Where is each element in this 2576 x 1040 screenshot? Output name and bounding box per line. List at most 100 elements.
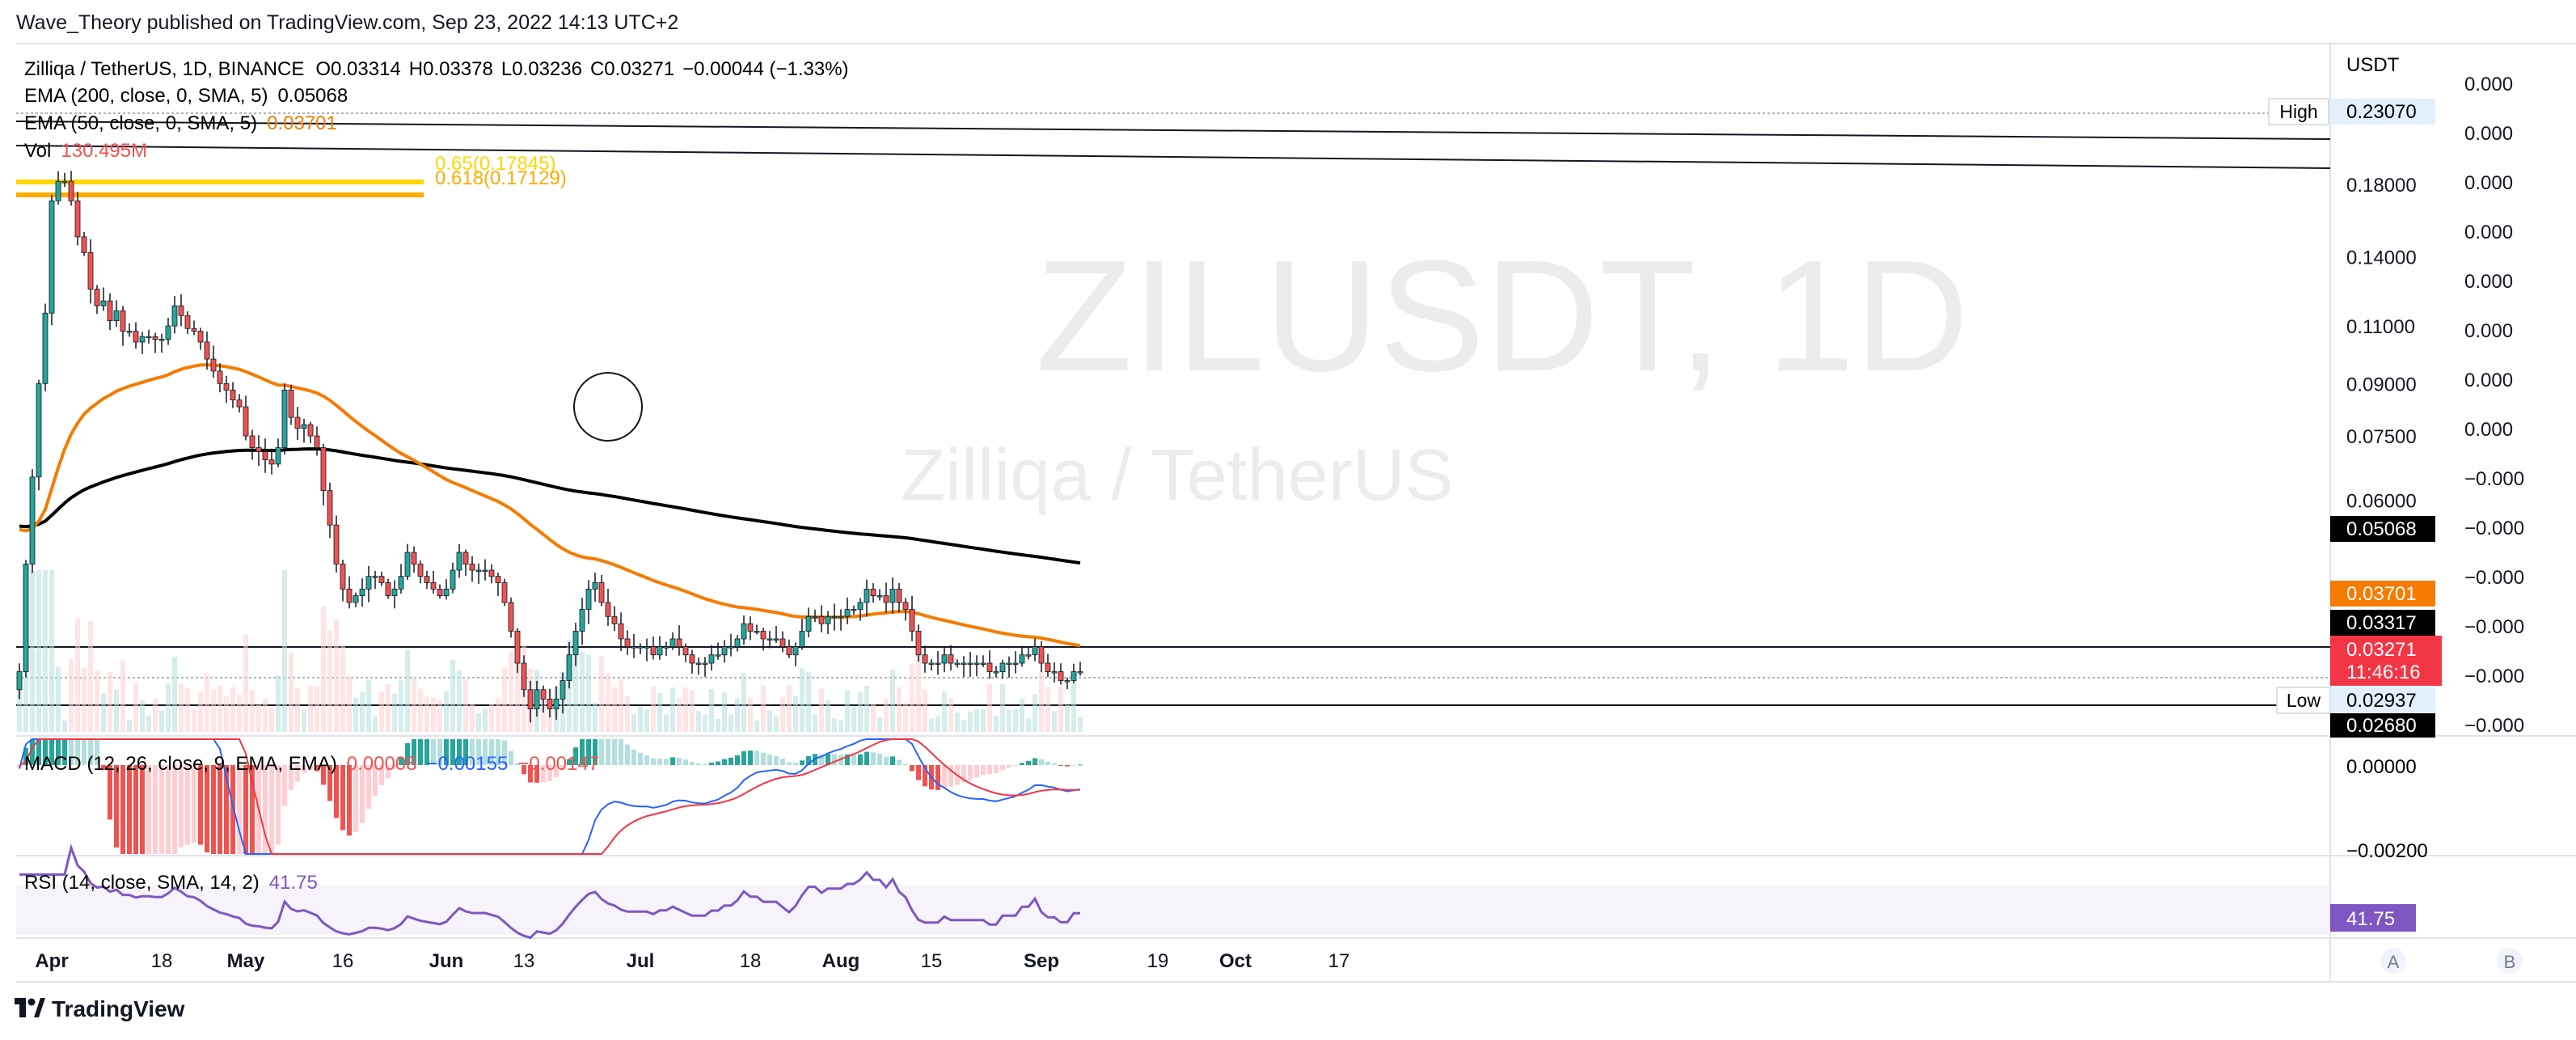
volume-bar — [929, 718, 934, 732]
volume-bar — [935, 716, 940, 732]
log-scale-button-label[interactable]: B — [2504, 952, 2516, 972]
candle-body — [482, 569, 488, 572]
candle-body — [889, 589, 896, 603]
macd-histogram-bar — [295, 765, 300, 782]
volume-bar — [741, 672, 746, 732]
macd-histogram-bar — [748, 750, 753, 765]
rsi-value-tag — [2330, 904, 2416, 932]
low-line-price-value: 0.02680 — [2346, 715, 2417, 737]
macd-histogram-bar — [418, 739, 423, 765]
volume-bar — [1078, 717, 1083, 732]
candle-body — [495, 576, 501, 583]
candle-body — [469, 564, 475, 571]
secondary-axis-label: −0.000 — [2464, 715, 2524, 737]
macd-histogram-bar — [522, 765, 526, 775]
macd-histogram-bar — [62, 739, 67, 765]
candle-body — [754, 631, 760, 633]
volume-bar — [735, 699, 740, 732]
macd-histogram-bar — [146, 765, 151, 854]
macd-histogram-bar — [75, 739, 80, 765]
ema50-line-group — [19, 363, 1081, 648]
candle-body — [980, 662, 986, 665]
volume-bar — [69, 658, 74, 732]
macd-histogram-bar — [981, 765, 986, 776]
log-scale-button[interactable] — [2497, 948, 2523, 974]
volume-bar — [179, 684, 184, 732]
candle-body — [113, 310, 120, 322]
candle-body — [301, 424, 307, 429]
candle-body — [618, 623, 624, 640]
fib-level-065[interactable] — [16, 180, 424, 184]
macd-histogram-bar — [185, 765, 190, 845]
rsi-legend[interactable]: RSI (14, close, SMA, 14, 2) 41.75 — [24, 872, 318, 894]
macd-histogram-bar — [1065, 765, 1070, 767]
cross-highlight-circle[interactable] — [573, 372, 643, 442]
secondary-axis-label: 0.000 — [2464, 320, 2513, 342]
candle-body — [915, 631, 922, 656]
volume-bar — [282, 570, 287, 732]
ema200-legend[interactable]: EMA (200, close, 0, SMA, 5) 0.05068 — [24, 85, 348, 107]
macd-histogram-bar — [399, 758, 403, 765]
volume-bar — [82, 668, 87, 732]
volume-bar — [832, 718, 837, 732]
time-axis[interactable]: Apr 18 May 16 Jun 13 Jul 18 Aug 15 Sep 19 Oct 17 — [35, 950, 1349, 972]
candle-body — [993, 671, 999, 674]
rsi-value-tag-text: 41.75 — [2346, 908, 2395, 930]
volume-bar — [612, 687, 617, 732]
ema50-legend[interactable]: EMA (50, close, 0, SMA, 5) 0.03701 — [24, 112, 337, 134]
macd-histogram-bar — [1052, 763, 1057, 765]
trendline-lower[interactable] — [15, 145, 2331, 169]
macd-histogram-bar — [910, 765, 914, 772]
candle-body — [508, 602, 514, 632]
macd-legend[interactable]: MACD (12, 26, close, 9, EMA, EMA) 0.00008… — [24, 753, 599, 775]
candlesticks[interactable] — [16, 171, 1083, 723]
macd-histogram-bar — [884, 756, 889, 765]
volume-bar — [489, 704, 494, 732]
macd-histogram-bar — [502, 740, 507, 765]
macd-histogram-bar — [211, 765, 216, 854]
candle-body — [365, 576, 372, 590]
candle-body — [288, 389, 294, 418]
candle-body — [1077, 671, 1083, 674]
macd-histogram-bar — [819, 754, 824, 765]
macd-histogram-bar — [1026, 760, 1031, 765]
macd-histogram-bar — [450, 739, 455, 765]
macd-histogram-bar — [392, 765, 397, 769]
candle-body — [870, 589, 876, 597]
macd-histogram-bar — [1058, 765, 1063, 766]
macd-histogram-bar — [120, 765, 125, 854]
open-price-value: 0.03317 — [2346, 612, 2417, 634]
price-axis[interactable]: 0.18000 0.14000 0.11000 0.09000 0.07500 0.060… — [2346, 175, 2417, 512]
candle-body — [359, 589, 365, 597]
candle-body — [281, 389, 288, 448]
macd-histogram-bar — [625, 744, 630, 765]
high-price-box — [2330, 99, 2435, 125]
auto-scale-button[interactable] — [2380, 948, 2406, 974]
publish-header: Wave_Theory published on TradingView.com… — [0, 0, 2576, 44]
macd-histogram-bar — [133, 765, 138, 854]
macd-histogram-bar — [483, 739, 488, 765]
volume-legend[interactable]: Vol 130.495M — [24, 140, 147, 162]
macd-histogram-bar — [547, 765, 552, 782]
candle-body — [1058, 671, 1064, 681]
candle-body — [760, 631, 766, 640]
candle-body — [294, 416, 301, 429]
fib-level-0618[interactable] — [16, 192, 424, 197]
candle-body — [857, 602, 864, 610]
volume-bar — [890, 670, 895, 732]
volume-bar — [36, 570, 41, 732]
volume-bar — [379, 691, 384, 732]
macd-histogram-bar — [528, 765, 533, 783]
trendline-upper[interactable] — [15, 120, 2331, 140]
macd-histogram-bar — [703, 763, 707, 765]
volume-bar — [871, 704, 876, 732]
bar-countdown: 11:46:16 — [2346, 662, 2421, 683]
volume-bar — [780, 696, 785, 732]
volume-bar — [1020, 699, 1024, 732]
high-tag-label: High — [2279, 101, 2317, 122]
auto-scale-button-label[interactable]: A — [2388, 952, 2400, 972]
candle-body — [204, 341, 210, 360]
volume-bar — [994, 715, 999, 732]
volume-bar — [987, 683, 992, 732]
